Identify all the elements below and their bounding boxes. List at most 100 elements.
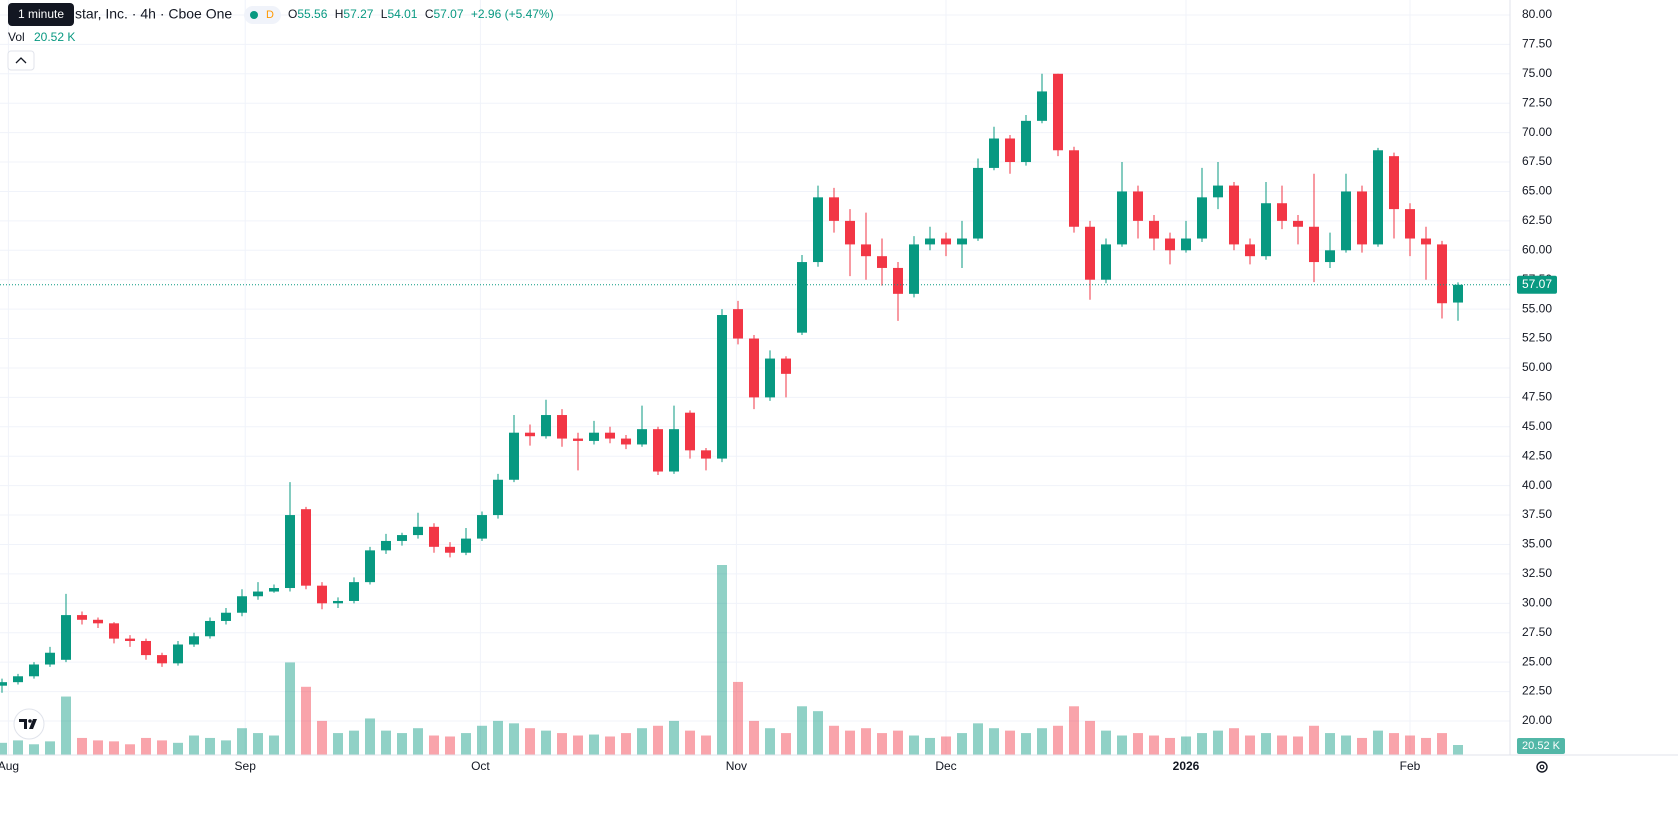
volume-bar — [237, 728, 247, 755]
settings-icon[interactable] — [1536, 761, 1548, 773]
volume-bar — [1245, 735, 1255, 755]
candle-body — [1165, 238, 1175, 251]
volume-bar — [1053, 725, 1063, 755]
candle-body — [765, 358, 775, 398]
candle-body — [1037, 91, 1047, 121]
volume-bar — [925, 737, 935, 755]
volume-bar — [381, 730, 391, 755]
legend-high: 57.27 — [343, 7, 373, 21]
volume-bar — [541, 730, 551, 755]
candle-body — [141, 640, 151, 656]
candle-body — [1117, 191, 1127, 245]
volume-bar — [1405, 735, 1415, 755]
candle-body — [1421, 238, 1431, 245]
volume-bar — [701, 735, 711, 755]
volume-bar — [445, 736, 455, 755]
candle-body — [365, 550, 375, 583]
volume-bar — [205, 737, 215, 755]
volume-bar — [1309, 725, 1319, 755]
candle-body — [1405, 209, 1415, 239]
candle-body — [861, 244, 871, 257]
candle-body — [285, 515, 295, 589]
volume-bar — [509, 723, 519, 755]
candle-body — [1181, 238, 1191, 251]
volume-bar — [621, 733, 631, 755]
volume-bar — [13, 740, 23, 755]
legend-open: 55.56 — [297, 7, 327, 21]
volume-bar — [269, 735, 279, 755]
volume-bar — [333, 733, 343, 755]
legend-low: 54.01 — [387, 7, 417, 21]
y-tick-label: 30.00 — [1522, 595, 1552, 609]
candle-body — [1357, 191, 1367, 245]
tooltip-box — [8, 3, 74, 26]
candle-body — [973, 167, 983, 239]
status-pill[interactable] — [244, 6, 281, 24]
candle-body — [1389, 156, 1399, 210]
candle-body — [237, 596, 247, 613]
y-tick-label: 60.00 — [1522, 242, 1552, 256]
volume-bar — [413, 728, 423, 755]
candle-body — [1069, 150, 1079, 227]
candle-body — [493, 479, 503, 516]
candle-body — [1085, 226, 1095, 280]
candle-body — [45, 652, 55, 665]
volume-bar — [525, 728, 535, 755]
volume-bar — [397, 733, 407, 755]
candle-body — [557, 415, 567, 439]
volume-bar — [989, 728, 999, 755]
volume-bar — [429, 735, 439, 755]
y-tick-label: 52.50 — [1522, 331, 1552, 345]
y-tick-label: 77.50 — [1522, 37, 1552, 51]
volume-bar — [1101, 730, 1111, 755]
volume-bar — [861, 728, 871, 755]
volume-tag: 20.52 K — [1522, 740, 1561, 752]
volume-bar — [189, 735, 199, 755]
y-tick-label: 35.00 — [1522, 537, 1552, 551]
volume-bar — [973, 723, 983, 755]
candle-body — [1213, 185, 1223, 198]
volume-bar — [141, 737, 151, 755]
y-tick-label: 27.50 — [1522, 625, 1552, 639]
volume-bar — [1197, 733, 1207, 755]
candle-body — [1149, 220, 1159, 239]
collapse-button[interactable] — [7, 50, 35, 71]
price-tag-box — [1517, 275, 1557, 294]
candle-body — [1277, 203, 1287, 221]
volume-bar — [1389, 733, 1399, 755]
candle-body — [525, 432, 535, 437]
x-tick-label: Oct — [471, 759, 490, 773]
candle-body — [925, 238, 935, 245]
y-tick-label: 45.00 — [1522, 419, 1552, 433]
volume-bar — [957, 733, 967, 755]
volume-bar — [1373, 730, 1383, 755]
candle-body — [397, 535, 407, 541]
candle-body — [717, 315, 727, 459]
ohlc-legend: O55.56 H57.27 L54.01 C57.07 +2.96 (+5.47… — [288, 7, 554, 21]
candle-body — [317, 585, 327, 604]
candle-body — [589, 432, 599, 441]
candle-body — [0, 682, 7, 686]
volume-bar — [1277, 735, 1287, 755]
candle-body — [845, 220, 855, 245]
logo — [13, 708, 45, 740]
volume-bar — [285, 662, 295, 755]
volume-bar — [29, 744, 39, 755]
volume-title: Vol — [8, 30, 25, 44]
candle-body — [1309, 226, 1319, 263]
candle-body — [109, 623, 119, 639]
y-tick-label: 62.50 — [1522, 213, 1552, 227]
badge: D — [266, 9, 274, 21]
candle-body — [1293, 220, 1303, 227]
candle-body — [1341, 191, 1351, 251]
volume-bar — [637, 728, 647, 755]
candle-body — [1261, 203, 1271, 257]
candle-body — [13, 676, 23, 683]
volume-bar — [845, 730, 855, 755]
volume-bar — [877, 733, 887, 755]
volume-bar — [557, 733, 567, 755]
candle-body — [1021, 120, 1031, 163]
candle-body — [253, 591, 263, 597]
